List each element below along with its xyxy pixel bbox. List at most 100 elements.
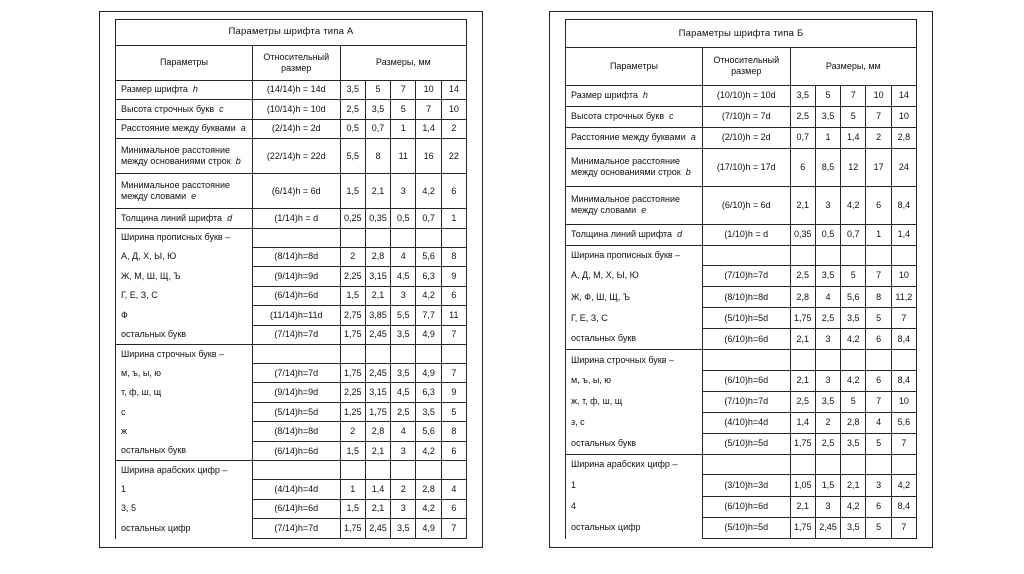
size-value-cell: 6 [440, 498, 468, 520]
size-value-cell [865, 349, 892, 371]
size-value-cell: 7 [440, 518, 468, 539]
size-value-cell: 2,5 [789, 390, 816, 413]
relative-size-cell [251, 227, 341, 248]
size-value-cell: 4,5 [390, 266, 417, 287]
size-value-cell: 6 [865, 369, 892, 392]
table-header-row: Параметры Относительный размер Размеры, мм [565, 46, 918, 86]
size-value-cell: 5,6 [840, 286, 867, 309]
size-value-cell: 2,1 [789, 185, 816, 225]
size-value-cell: 3,5 [390, 362, 417, 384]
size-value-cell: 5,5 [339, 138, 366, 175]
relative-size-cell: (6/14)h=6d [251, 440, 341, 462]
size-value-cell: 2,1 [789, 495, 816, 518]
size-value-cell: 5 [814, 84, 842, 107]
item-label: з, с [565, 412, 703, 434]
size-value-cell: 11 [440, 305, 468, 326]
relative-size-cell: (10/10)h = 10d [701, 84, 791, 107]
relative-size-cell: (7/14)h=7d [251, 518, 341, 539]
item-label: 4 [565, 496, 703, 518]
param-row: Минимальное расстояние между словами e (6… [115, 173, 468, 210]
param-label: Минимальное расстояние между словами e [565, 185, 703, 225]
size-value-cell: 9 [440, 382, 468, 403]
size-value-cell: 3 [865, 474, 892, 497]
size-value-cell: 3,5 [789, 84, 816, 107]
relative-size-cell: (2/14)h = 2d [251, 118, 341, 140]
size-value-cell: 3,5 [840, 516, 867, 540]
section-item-row: остальных букв (6/14)h=6d 1,5 2,1 3 4,2 6 [115, 440, 468, 462]
section-title: Ширина арабских цифр – [115, 460, 253, 480]
table-title-row: Параметры шрифта типа Б [565, 19, 917, 48]
param-symbol: a [240, 123, 246, 134]
section-item-row: А, Д, Х, Ы, Ю (8/14)h=8d 2 2,8 4 5,6 8 [115, 246, 468, 268]
size-value-cell: 1,75 [339, 324, 366, 346]
size-value-cell: 4 [440, 479, 468, 500]
item-label: ж [115, 421, 253, 442]
relative-size-cell: (6/10)h=6d [701, 369, 791, 392]
size-value-cell [814, 349, 842, 371]
relative-size-cell: (7/14)h=7d [251, 362, 341, 384]
size-value-cell: 3,5 [390, 324, 417, 346]
section-item-row: Г, Е, З, С (5/10)h=5d 1,75 2,5 3,5 5 7 [565, 307, 918, 330]
size-value-cell: 4 [865, 411, 892, 435]
item-label: Ф [115, 305, 253, 326]
size-value-cell [390, 227, 417, 248]
size-value-cell: 1 [390, 118, 417, 140]
section-item-row: Г, Е, З, С (6/14)h=6d 1,5 2,1 3 4,2 6 [115, 285, 468, 307]
size-value-cell: 4,5 [390, 382, 417, 403]
param-symbol: h [192, 84, 198, 95]
relative-size-cell: (8/14)h=8d [251, 421, 341, 442]
font-parameters-table-type-b: Параметры шрифта типа Б Параметры Относите… [565, 19, 918, 540]
size-value-cell: 5 [440, 401, 468, 423]
size-value-cell: 2,45 [364, 362, 392, 384]
section-item-row: остальных цифр (7/14)h=7d 1,75 2,45 3,5 4,9 7 [115, 518, 468, 539]
size-value-cell [789, 244, 816, 266]
size-value-cell: 4,2 [840, 495, 867, 518]
table-header-row: Параметры Относительный размер Размеры, мм [115, 44, 468, 81]
param-label: Размер шрифта h [115, 79, 253, 101]
size-value-cell: 3,85 [364, 305, 392, 326]
table-title: Параметры шрифта типа А [115, 19, 467, 46]
size-value-cell: 2,1 [789, 369, 816, 392]
relative-size-cell [701, 244, 791, 266]
param-symbol: a [690, 132, 696, 143]
size-value-cell: 1,75 [339, 362, 366, 384]
relative-size-cell: (6/14)h=6d [251, 285, 341, 307]
size-value-cell [890, 349, 918, 371]
relative-size-cell: (1/10)h = d [701, 223, 791, 246]
size-value-cell: 6 [789, 148, 816, 187]
size-value-cell: 10 [440, 99, 468, 120]
size-value-cell: 10 [890, 264, 918, 288]
param-row: Минимальное расстояние между основаниями… [565, 148, 918, 187]
section-item-row: Ж, Ф, Ш, Щ, Ъ (8/10)h=8d 2,8 4 5,6 8 11,2 [565, 286, 918, 309]
size-value-cell: 11 [390, 138, 417, 175]
section-item-row: з, с (4/10)h=4d 1,4 2 2,8 4 5,6 [565, 411, 918, 435]
col-header-relative-size: Относительный размер [251, 44, 341, 81]
size-value-cell: 1,05 [789, 474, 816, 497]
size-value-cell: 2 [865, 126, 892, 150]
section-title: Ширина прописных букв – [565, 244, 703, 266]
size-value-cell: 14 [890, 84, 918, 107]
size-value-cell: 2,5 [814, 307, 842, 330]
size-value-cell: 7,7 [415, 305, 442, 326]
size-value-cell: 4,2 [415, 173, 442, 210]
size-value-cell: 7 [390, 79, 417, 101]
item-label: 1 [565, 474, 703, 497]
size-value-cell: 1,75 [789, 516, 816, 540]
size-value-cell: 1,4 [415, 118, 442, 140]
param-label: Высота строчных букв c [115, 99, 253, 120]
size-value-cell: 1,75 [364, 401, 392, 423]
size-value-cell: 2,8 [890, 126, 918, 150]
size-value-cell [789, 454, 816, 476]
relative-size-cell: (6/14)h=6d [251, 498, 341, 520]
relative-size-cell: (7/10)h=7d [701, 264, 791, 288]
size-value-cell: 2,75 [339, 305, 366, 326]
param-row: Минимальное расстояние между основаниями… [115, 138, 468, 175]
section-title: Ширина строчных букв – [565, 349, 703, 371]
item-label: 3, 5 [115, 499, 253, 519]
section-item-row: остальных букв (7/14)h=7d 1,75 2,45 3,5 4,9 7 [115, 324, 468, 346]
section-item-row: 1 (3/10)h=3d 1,05 1,5 2,1 3 4,2 [565, 474, 918, 497]
relative-size-cell: (10/14)h = 10d [251, 99, 341, 120]
size-value-cell [840, 454, 867, 476]
size-value-cell: 4 [390, 421, 417, 442]
size-value-cell: 4,9 [415, 518, 442, 539]
